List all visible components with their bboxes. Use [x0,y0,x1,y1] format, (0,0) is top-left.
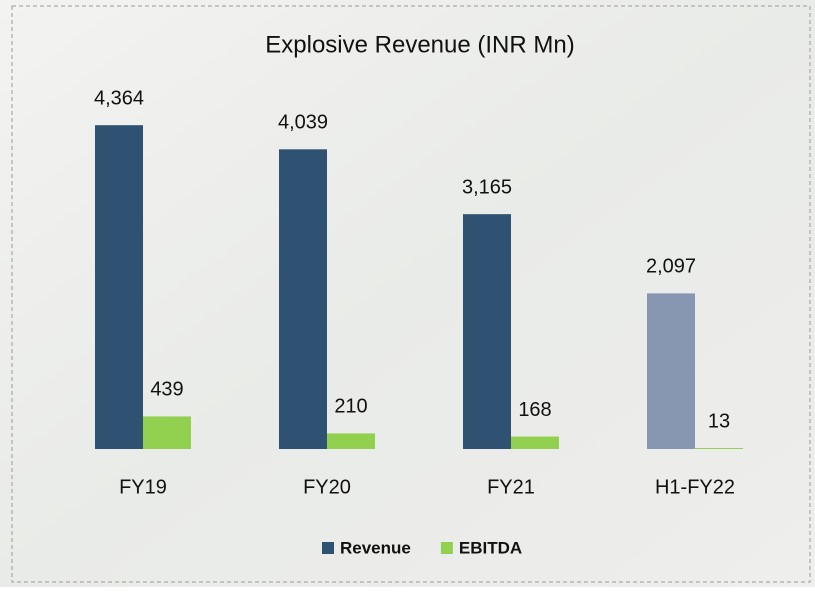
bar [143,416,191,449]
data-label: 13 [708,410,730,432]
data-label: 4,039 [278,112,328,134]
chart-title: Explosive Revenue (INR Mn) [265,31,574,58]
bar [511,436,559,449]
bar [327,433,375,449]
x-tick-label: H1-FY22 [655,476,735,498]
data-label: 210 [334,396,367,418]
legend-label: Revenue [340,538,411,557]
x-tick-label: FY21 [487,476,535,498]
data-label: 168 [518,399,551,421]
legend-label: EBITDA [459,538,522,557]
legend-swatch [322,542,334,554]
data-label: 2,097 [646,256,696,278]
x-tick-label: FY19 [119,476,167,498]
data-label: 4,364 [94,87,144,109]
bar [279,149,327,449]
bar [95,125,143,450]
legend: Revenue EBITDA [322,538,522,557]
bar [463,214,511,449]
bar [695,448,743,449]
frame [11,5,811,583]
data-label: 439 [150,379,183,401]
legend-swatch [440,542,453,554]
data-label: 3,165 [462,176,512,198]
x-tick-label: FY20 [303,476,351,498]
bar [647,293,695,449]
